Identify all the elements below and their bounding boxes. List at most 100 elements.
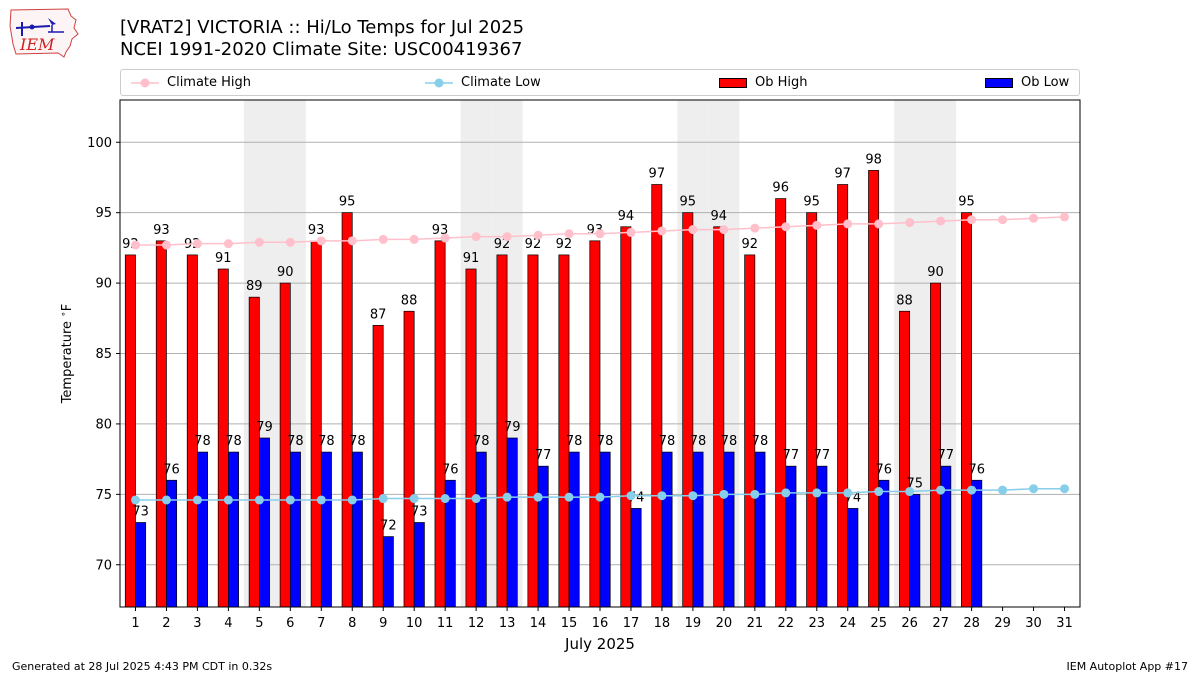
climate-high-point — [316, 236, 326, 246]
x-tick-label: 15 — [561, 616, 578, 631]
y-tick-label: 70 — [95, 558, 112, 573]
climate-high-point — [719, 225, 729, 235]
ob-high-label: 89 — [246, 279, 263, 294]
climate-high-point — [843, 219, 853, 229]
ob-high-bar — [930, 282, 941, 608]
climate-high-point — [967, 215, 977, 225]
ob-low-label: 76 — [442, 462, 459, 477]
climate-high-point — [223, 239, 233, 249]
ob-high-label: 93 — [153, 223, 170, 238]
climate-low-point — [998, 485, 1008, 495]
ob-high-bar — [155, 240, 167, 608]
ob-low-label: 78 — [659, 434, 676, 449]
x-tick-label: 9 — [379, 616, 387, 631]
legend-item-climate-high: Climate High — [131, 70, 251, 95]
x-tick-label: 21 — [747, 616, 764, 631]
ob-high-label: 88 — [896, 293, 913, 308]
climate-low-point — [843, 488, 853, 498]
climate-high-point — [285, 237, 295, 247]
ob-low-bar — [971, 479, 983, 608]
ob-high-label: 93 — [308, 223, 325, 238]
y-tick-label: 100 — [87, 136, 112, 151]
ob-high-bar — [713, 226, 725, 608]
ob-high-label: 94 — [618, 209, 635, 224]
legend-label-climate-high: Climate High — [167, 75, 252, 90]
ob-low-label: 78 — [566, 434, 583, 449]
ob-high-label: 92 — [525, 237, 542, 252]
climate-high-point — [533, 230, 543, 240]
ob-high-label: 90 — [277, 265, 294, 280]
legend-marker-ob-high — [719, 77, 747, 88]
ob-high-bar — [434, 240, 446, 608]
ob-high-label: 91 — [215, 251, 232, 266]
x-tick-label: 28 — [963, 616, 980, 631]
ob-high-label: 88 — [401, 293, 418, 308]
climate-high-point — [564, 229, 574, 239]
y-tick-label: 95 — [95, 206, 112, 221]
ob-high-label: 97 — [834, 167, 851, 182]
ob-low-label: 77 — [783, 448, 800, 463]
legend-marker-climate-high — [131, 78, 159, 87]
climate-high-point — [936, 216, 946, 226]
ob-high-label: 92 — [741, 237, 758, 252]
y-axis-label: Temperature ∘F — [59, 304, 75, 405]
ob-low-bar — [289, 451, 301, 608]
climate-low-point — [192, 495, 202, 505]
climate-low-point — [254, 495, 264, 505]
climate-high-point — [161, 240, 171, 250]
climate-high-point — [471, 232, 481, 242]
ob-low-bar — [537, 465, 549, 608]
ob-high-bar — [558, 254, 570, 608]
chart-title: [VRAT2] VICTORIA :: Hi/Lo Temps for Jul … — [120, 17, 525, 38]
ob-high-bar — [775, 198, 787, 608]
climate-high-point — [688, 225, 698, 235]
ob-high-bar — [310, 240, 322, 608]
ob-high-bar — [186, 254, 198, 608]
ob-low-bar — [909, 493, 921, 608]
x-tick-label: 18 — [654, 616, 671, 631]
ob-low-bar — [630, 508, 642, 608]
legend-item-ob-low: Ob Low — [985, 70, 1069, 95]
ob-low-bar — [754, 451, 766, 608]
ob-high-bar — [682, 212, 694, 608]
x-tick-label: 11 — [437, 616, 454, 631]
climate-low-point — [409, 494, 419, 504]
generated-timestamp: Generated at 28 Jul 2025 4:43 PM CDT in … — [12, 660, 273, 673]
x-tick-label: 27 — [932, 616, 949, 631]
ob-low-bar — [816, 465, 828, 608]
ob-high-bar — [248, 296, 260, 608]
ob-high-bar — [651, 184, 663, 608]
legend-marker-climate-low — [425, 78, 453, 87]
x-tick-label: 17 — [623, 616, 640, 631]
ob-low-label: 78 — [318, 434, 335, 449]
climate-low-point — [781, 488, 791, 498]
ob-high-bar — [868, 170, 880, 608]
climate-high-point — [192, 239, 202, 249]
ob-high-label: 87 — [370, 307, 387, 322]
x-tick-label: 29 — [994, 616, 1011, 631]
climate-high-point — [1029, 213, 1039, 223]
x-tick-label: 12 — [468, 616, 485, 631]
ob-low-label: 73 — [132, 505, 149, 520]
x-tick-label: 31 — [1056, 616, 1073, 631]
ob-low-label: 72 — [380, 519, 397, 534]
ob-high-label: 98 — [865, 152, 882, 167]
x-tick-label: 13 — [499, 616, 516, 631]
climate-low-point — [564, 492, 574, 502]
ob-low-label: 78 — [690, 434, 707, 449]
x-tick-label: 10 — [406, 616, 423, 631]
ob-low-label: 78 — [349, 434, 366, 449]
climate-high-point — [409, 234, 419, 244]
climate-high-point — [254, 237, 264, 247]
ob-low-bar — [197, 451, 208, 608]
legend-label-climate-low: Climate Low — [461, 75, 541, 90]
climate-high-point — [657, 226, 667, 236]
ob-low-bar — [661, 451, 673, 608]
climate-high-point — [502, 232, 512, 242]
x-tick-label: 25 — [870, 616, 887, 631]
x-tick-label: 24 — [839, 616, 856, 631]
ob-high-bar — [806, 212, 818, 608]
ob-low-label: 78 — [752, 434, 769, 449]
x-tick-label: 20 — [716, 616, 733, 631]
ob-high-label: 95 — [958, 195, 975, 210]
